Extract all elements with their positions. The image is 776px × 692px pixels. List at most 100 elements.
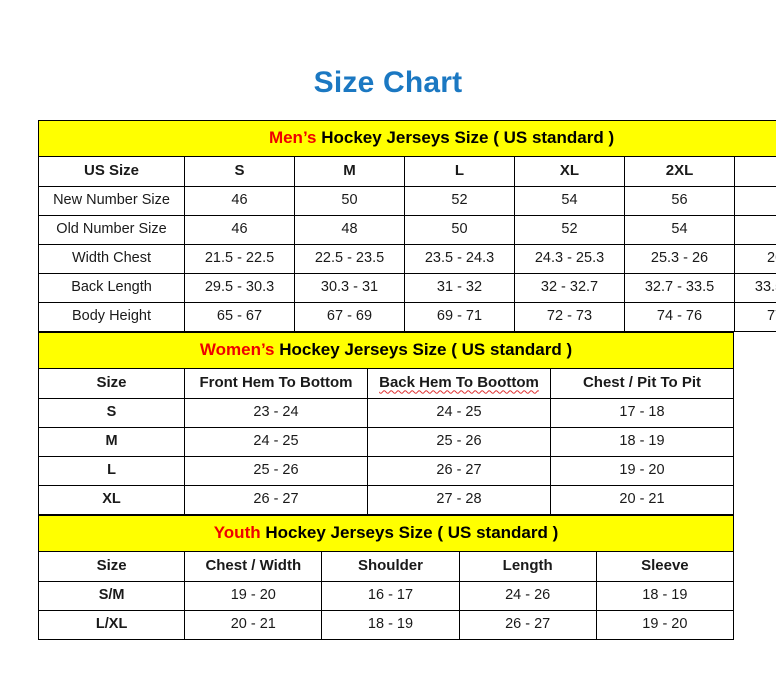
womens-cell-2-1: 26 - 27 bbox=[367, 456, 551, 486]
womens-cell-0-1: 24 - 25 bbox=[367, 398, 551, 428]
mens-row-label-0: New Number Size bbox=[38, 186, 185, 216]
youth-size-table: Youth Hockey Jerseys Size ( US standard … bbox=[37, 515, 735, 640]
table-row: M 24 - 25 25 - 26 18 - 19 bbox=[38, 427, 735, 457]
youth-banner-rest: Hockey Jerseys Size ( US standard ) bbox=[260, 523, 559, 543]
mens-banner-rest: Hockey Jerseys Size ( US standard ) bbox=[316, 128, 615, 148]
table-row: S/M 19 - 20 16 - 17 24 - 26 18 - 19 bbox=[37, 581, 735, 611]
mens-size-table: Men’s Hockey Jerseys Size ( US standard … bbox=[37, 120, 776, 332]
mens-cell-4-3: 72 - 73 bbox=[514, 302, 625, 332]
womens-size-table: Women’s Hockey Jerseys Size ( US standar… bbox=[37, 332, 735, 515]
womens-column-header-row: Size Front Hem To Bottom Back Hem To Boo… bbox=[38, 368, 735, 399]
womens-cell-3-2: 20 - 21 bbox=[549, 485, 735, 515]
youth-row-label-0: S/M bbox=[37, 581, 186, 611]
mens-section-banner: Men’s Hockey Jerseys Size ( US standard … bbox=[37, 120, 776, 157]
mens-cell-1-4: 54 bbox=[624, 215, 735, 245]
mens-cell-4-1: 67 - 69 bbox=[294, 302, 405, 332]
mens-banner-cell: Men’s Hockey Jerseys Size ( US standard … bbox=[37, 120, 776, 157]
mens-cell-0-4: 56 bbox=[624, 186, 735, 216]
womens-cell-1-1: 25 - 26 bbox=[367, 427, 551, 457]
womens-cell-0-2: 17 - 18 bbox=[549, 398, 735, 428]
youth-cell-1-1: 18 - 19 bbox=[321, 610, 460, 640]
mens-column-header-row: US Size S M L XL 2XL 3XL bbox=[38, 156, 776, 187]
womens-banner-rest: Hockey Jerseys Size ( US standard ) bbox=[274, 340, 573, 360]
womens-row-label-0: S bbox=[38, 398, 185, 428]
mens-col-header-5: 2XL bbox=[624, 156, 735, 187]
womens-cell-2-0: 25 - 26 bbox=[184, 456, 368, 486]
mens-cell-2-5: 26 - 27 bbox=[733, 244, 776, 274]
mens-cell-3-5: 33.5 - 34.6 bbox=[733, 273, 776, 303]
table-row: L/XL 20 - 21 18 - 19 26 - 27 19 - 20 bbox=[37, 610, 735, 640]
mens-cell-2-4: 25.3 - 26 bbox=[624, 244, 735, 274]
table-row: S 23 - 24 24 - 25 17 - 18 bbox=[38, 398, 735, 428]
mens-cell-4-5: 77 - 80 bbox=[733, 302, 776, 332]
mens-cell-2-0: 21.5 - 22.5 bbox=[184, 244, 295, 274]
womens-banner-cell: Women’s Hockey Jerseys Size ( US standar… bbox=[37, 332, 735, 369]
mens-cell-0-1: 50 bbox=[294, 186, 405, 216]
table-row: Back Length 29.5 - 30.3 30.3 - 31 31 - 3… bbox=[38, 273, 776, 303]
misspelled-text: Back Hem To Boottom bbox=[379, 374, 539, 392]
womens-row-label-3: XL bbox=[38, 485, 185, 515]
youth-row-label-1: L/XL bbox=[37, 610, 186, 640]
mens-col-header-6: 3XL bbox=[733, 156, 776, 187]
mens-cell-0-2: 52 bbox=[404, 186, 515, 216]
table-row: Width Chest 21.5 - 22.5 22.5 - 23.5 23.5… bbox=[38, 244, 776, 274]
mens-cell-4-4: 74 - 76 bbox=[624, 302, 735, 332]
mens-cell-2-1: 22.5 - 23.5 bbox=[294, 244, 405, 274]
mens-banner-accent: Men’s bbox=[268, 128, 317, 148]
mens-cell-1-5: 56 bbox=[733, 215, 776, 245]
mens-cell-4-0: 65 - 67 bbox=[184, 302, 295, 332]
mens-cell-1-0: 46 bbox=[184, 215, 295, 245]
mens-col-header-3: L bbox=[404, 156, 515, 187]
mens-col-header-2: M bbox=[294, 156, 405, 187]
mens-cell-1-1: 48 bbox=[294, 215, 405, 245]
youth-cell-0-3: 18 - 19 bbox=[595, 581, 735, 611]
mens-cell-3-0: 29.5 - 30.3 bbox=[184, 273, 295, 303]
womens-col-header-0: Size bbox=[38, 368, 185, 399]
youth-section-banner: Youth Hockey Jerseys Size ( US standard … bbox=[38, 515, 734, 552]
mens-cell-2-3: 24.3 - 25.3 bbox=[514, 244, 625, 274]
mens-cell-0-0: 46 bbox=[184, 186, 295, 216]
youth-col-header-2: Shoulder bbox=[321, 551, 460, 582]
table-row: New Number Size 46 50 52 54 56 60 bbox=[38, 186, 776, 216]
youth-banner-cell: Youth Hockey Jerseys Size ( US standard … bbox=[38, 515, 734, 552]
mens-col-header-0: US Size bbox=[38, 156, 185, 187]
womens-section-banner: Women’s Hockey Jerseys Size ( US standar… bbox=[37, 332, 735, 369]
youth-col-header-4: Sleeve bbox=[595, 551, 735, 582]
youth-col-header-0: Size bbox=[37, 551, 186, 582]
table-row: Old Number Size 46 48 50 52 54 56 bbox=[38, 215, 776, 245]
youth-cell-1-3: 19 - 20 bbox=[595, 610, 735, 640]
womens-col-header-2: Back Hem To Boottom bbox=[367, 368, 551, 399]
youth-banner-accent: Youth bbox=[213, 523, 261, 543]
womens-row-label-2: L bbox=[38, 456, 185, 486]
table-row: L 25 - 26 26 - 27 19 - 20 bbox=[38, 456, 735, 486]
youth-col-header-1: Chest / Width bbox=[184, 551, 323, 582]
youth-cell-0-2: 24 - 26 bbox=[458, 581, 597, 611]
womens-banner-accent: Women’s bbox=[199, 340, 275, 360]
mens-cell-1-3: 52 bbox=[514, 215, 625, 245]
youth-cell-0-1: 16 - 17 bbox=[321, 581, 460, 611]
mens-cell-0-5: 60 bbox=[733, 186, 776, 216]
womens-cell-0-0: 23 - 24 bbox=[184, 398, 368, 428]
mens-row-label-3: Back Length bbox=[38, 273, 185, 303]
mens-col-header-1: S bbox=[184, 156, 295, 187]
mens-row-label-1: Old Number Size bbox=[38, 215, 185, 245]
mens-row-label-2: Width Chest bbox=[38, 244, 185, 274]
mens-col-header-4: XL bbox=[514, 156, 625, 187]
mens-cell-1-2: 50 bbox=[404, 215, 515, 245]
youth-col-header-3: Length bbox=[458, 551, 597, 582]
womens-cell-1-0: 24 - 25 bbox=[184, 427, 368, 457]
mens-cell-3-2: 31 - 32 bbox=[404, 273, 515, 303]
mens-cell-3-1: 30.3 - 31 bbox=[294, 273, 405, 303]
youth-cell-1-0: 20 - 21 bbox=[184, 610, 323, 640]
mens-cell-2-2: 23.5 - 24.3 bbox=[404, 244, 515, 274]
mens-cell-3-4: 32.7 - 33.5 bbox=[624, 273, 735, 303]
womens-cell-2-2: 19 - 20 bbox=[549, 456, 735, 486]
youth-cell-1-2: 26 - 27 bbox=[458, 610, 597, 640]
mens-cell-3-3: 32 - 32.7 bbox=[514, 273, 625, 303]
youth-cell-0-0: 19 - 20 bbox=[184, 581, 323, 611]
mens-cell-0-3: 54 bbox=[514, 186, 625, 216]
womens-col-header-1: Front Hem To Bottom bbox=[184, 368, 368, 399]
size-chart-tables: Men’s Hockey Jerseys Size ( US standard … bbox=[37, 120, 776, 640]
youth-column-header-row: Size Chest / Width Shoulder Length Sleev… bbox=[37, 551, 735, 582]
